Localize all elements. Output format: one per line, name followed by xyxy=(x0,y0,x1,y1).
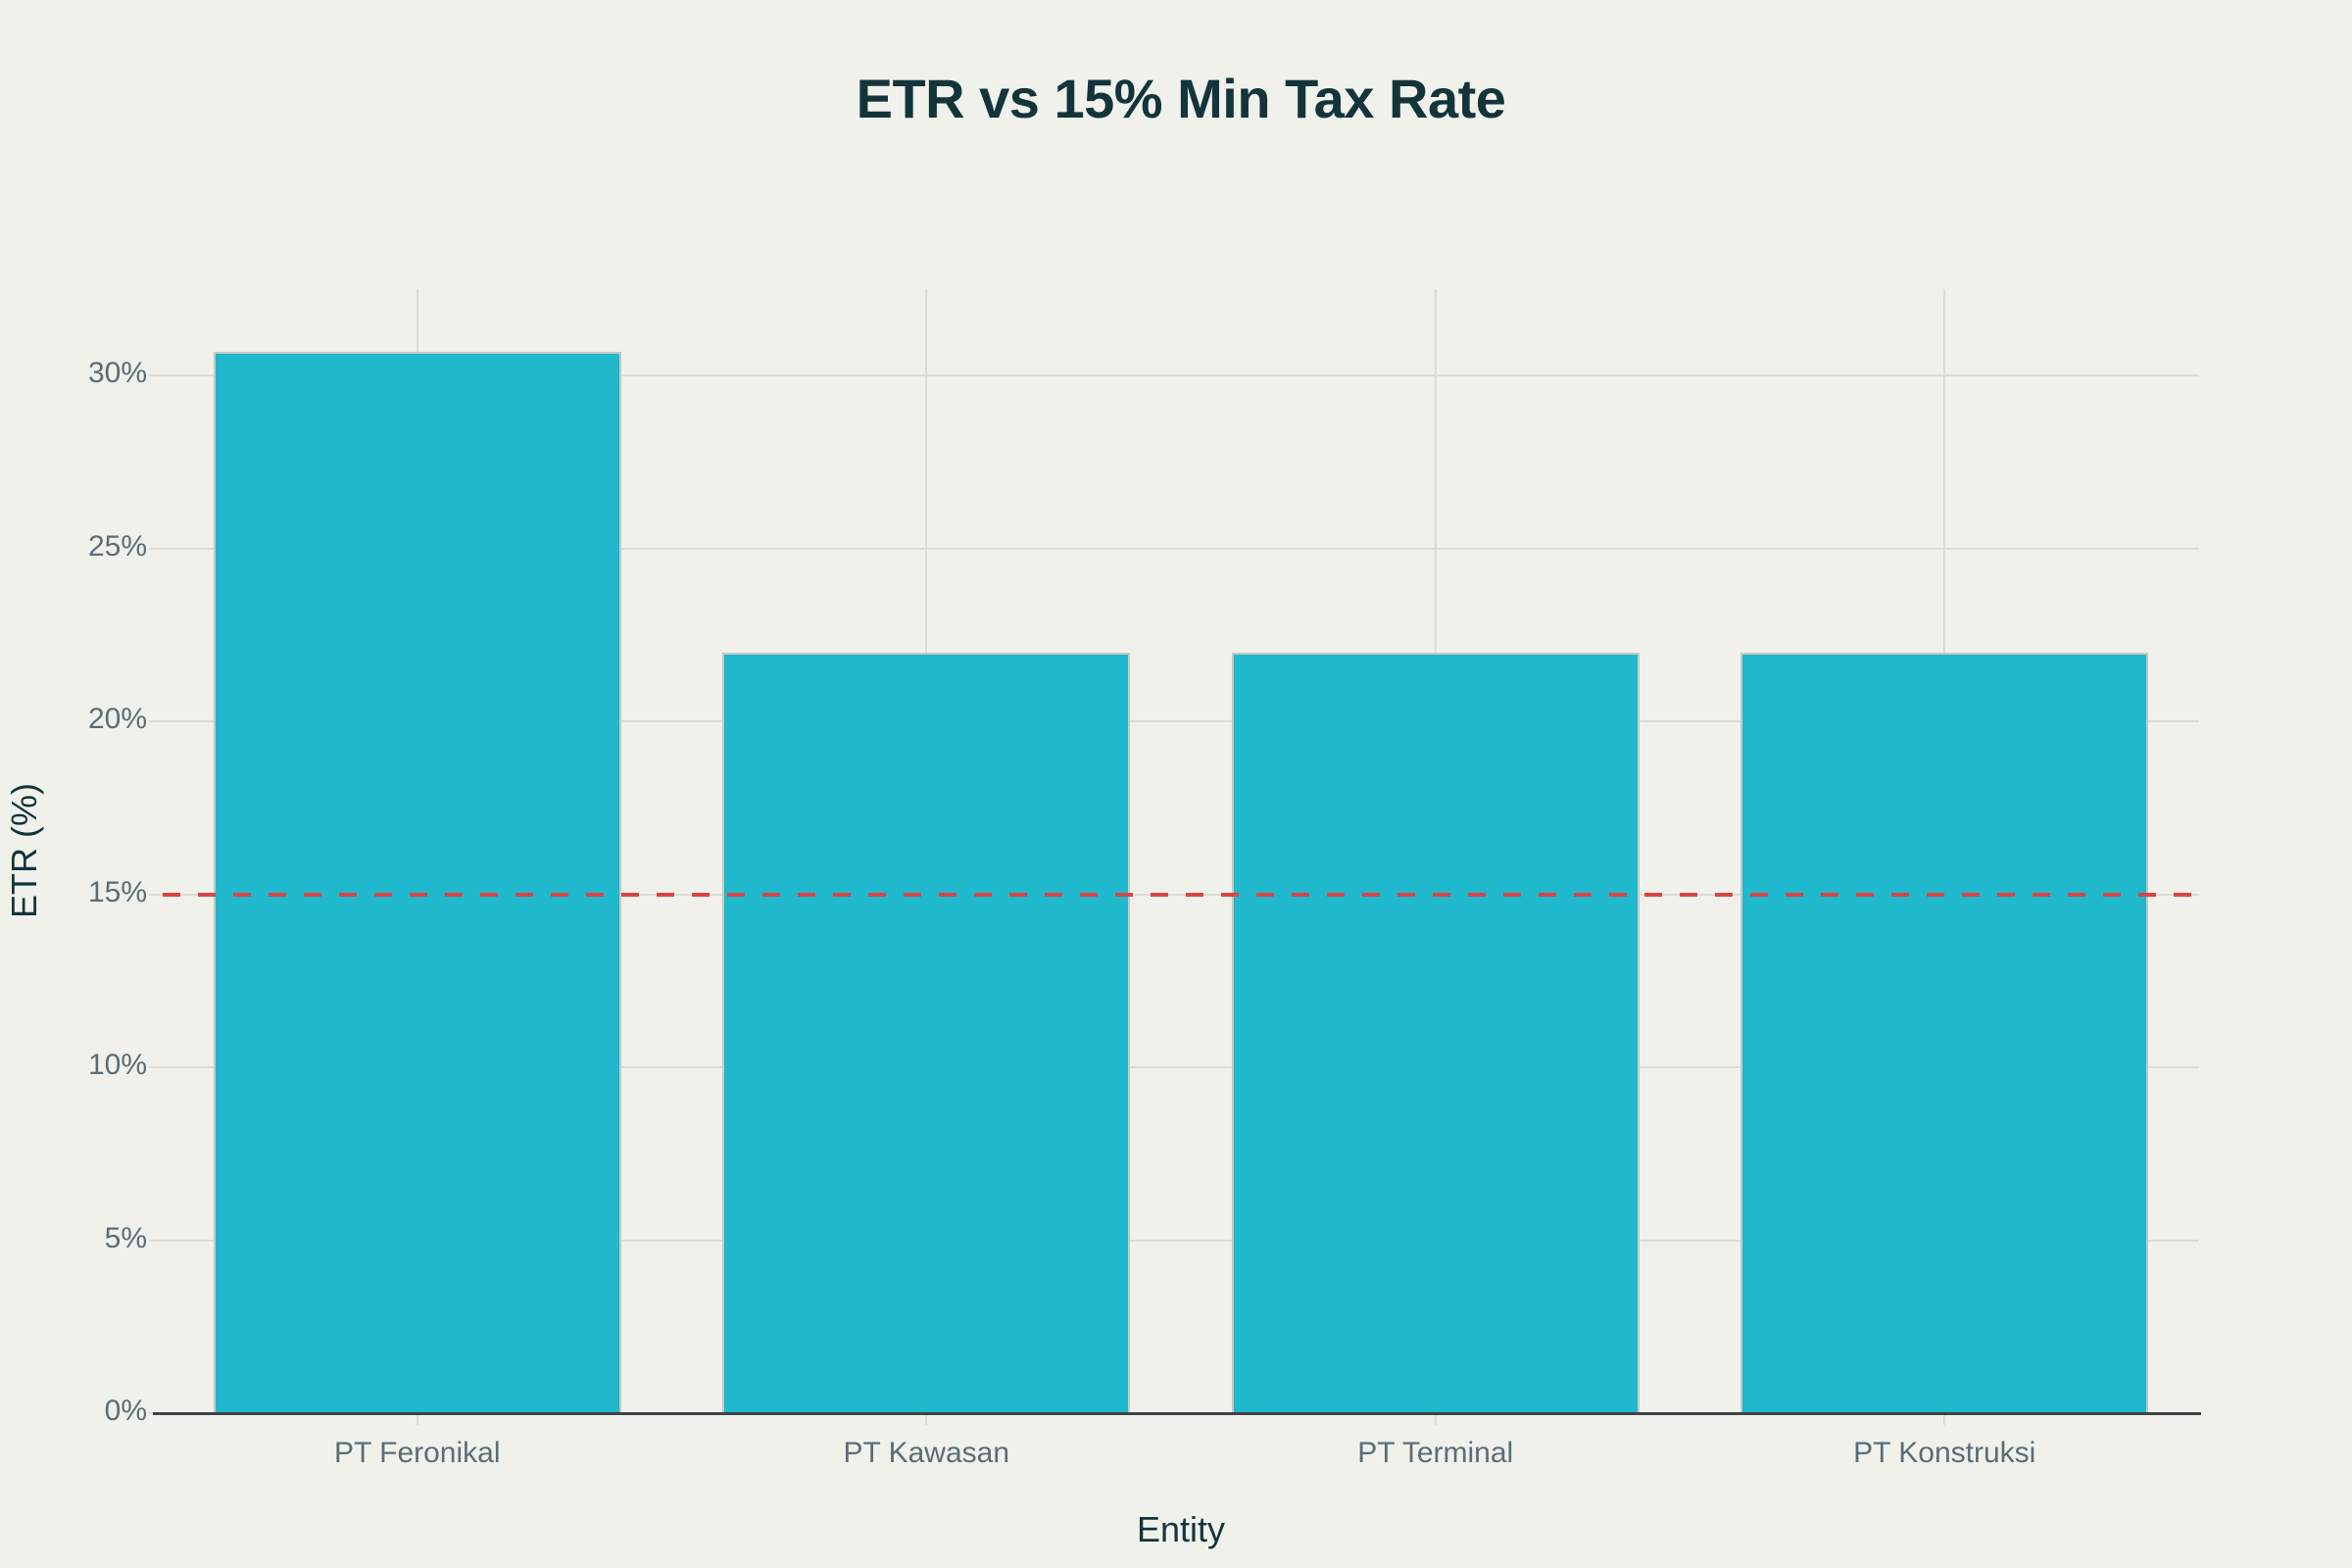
gridline-5pct xyxy=(163,1239,2199,1242)
x-tick-label-pt-kawasan: PT Kawasan xyxy=(843,1437,1010,1469)
min-tax-reference-line xyxy=(163,892,2199,897)
y-tick-mark-5 xyxy=(149,1239,163,1242)
y-tick-label-10: 10% xyxy=(87,1049,147,1082)
y-tick-label-5: 5% xyxy=(104,1221,147,1254)
y-tick-label-20: 20% xyxy=(87,703,147,736)
y-tick-mark-10 xyxy=(149,1066,163,1069)
x-axis-line xyxy=(153,1412,2201,1415)
y-tick-mark-15 xyxy=(149,893,163,896)
y-tick-mark-25 xyxy=(149,547,163,550)
gridline-25pct xyxy=(163,547,2199,550)
x-tick-mark-pt-terminal xyxy=(1434,1414,1437,1425)
bar-pt-terminal[interactable] xyxy=(1231,652,1640,1413)
y-tick-label-15: 15% xyxy=(87,875,147,908)
x-tick-label-pt-feronikal: PT Feronikal xyxy=(333,1437,501,1469)
y-tick-label-0: 0% xyxy=(104,1395,147,1427)
bar-pt-kawasan[interactable] xyxy=(722,652,1131,1413)
y-tick-label-30: 30% xyxy=(87,357,147,390)
x-tick-mark-pt-feronikal xyxy=(416,1414,418,1425)
y-tick-mark-30 xyxy=(149,374,163,377)
x-axis-title: Entity xyxy=(1136,1509,1226,1549)
y-tick-mark-20 xyxy=(149,720,163,723)
x-tick-mark-pt-konstruksi xyxy=(1943,1414,1946,1425)
y-tick-label-25: 25% xyxy=(87,529,147,563)
gridline-20pct xyxy=(163,720,2199,723)
x-tick-label-pt-konstruksi: PT Konstruksi xyxy=(1853,1437,2036,1469)
bar-pt-konstruksi[interactable] xyxy=(1740,652,2149,1413)
bar-pt-feronikal[interactable] xyxy=(213,351,621,1413)
plot-area xyxy=(153,289,2201,1415)
x-tick-label-pt-terminal: PT Terminal xyxy=(1357,1437,1514,1469)
gridline-30pct xyxy=(163,374,2199,377)
x-tick-mark-pt-kawasan xyxy=(925,1414,928,1425)
gridline-10pct xyxy=(163,1066,2199,1069)
chart-title: ETR vs 15% Min Tax Rate xyxy=(856,68,1506,129)
